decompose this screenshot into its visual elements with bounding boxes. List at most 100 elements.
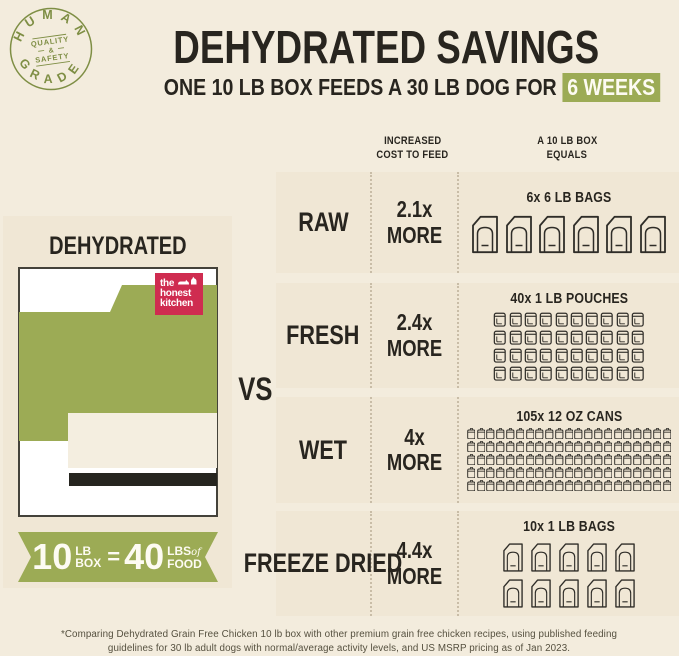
pouch-icon (600, 365, 614, 381)
can-icon (516, 427, 525, 440)
ribbon-banner-icon (18, 532, 218, 582)
can-icon (525, 440, 535, 453)
can-icon (467, 427, 476, 440)
can-icon (486, 427, 495, 440)
can-icon (623, 440, 632, 453)
row-equals-caption: 40x 1 LB POUCHES (510, 290, 628, 307)
pouch-icon (509, 311, 523, 327)
pouch-icon (600, 347, 614, 363)
panel-heading: DEHYDRATED (3, 232, 232, 261)
can-icon (633, 427, 642, 440)
column-header-equals: A 10 LB BOX EQUALS (455, 134, 679, 163)
subtitle-prefix: ONE 10 LB BOX FEEDS A 30 LB DOG FOR (163, 74, 563, 100)
can-icon (555, 479, 564, 492)
column-header-cost-line1: INCREASED (383, 135, 442, 147)
can-icon (555, 453, 564, 466)
bag-icon (604, 214, 634, 255)
can-icon (525, 479, 535, 492)
can-icon (594, 427, 603, 440)
badge-quality-label: QUALITY (30, 34, 69, 48)
pouch-icon (524, 365, 538, 381)
can-icon (633, 479, 642, 492)
badge-safety-label: SAFETY (35, 51, 70, 65)
can-icon (652, 479, 662, 492)
pouch-icon (616, 329, 630, 345)
row-cost: 4x MORE (387, 423, 442, 476)
can-icon (584, 427, 593, 440)
can-icon (506, 479, 515, 492)
can-icon (662, 453, 672, 466)
can-icon (506, 453, 515, 466)
bag-icon (585, 542, 609, 573)
can-icon (476, 466, 486, 479)
can-icon (613, 453, 623, 466)
row-label: FREEZE DRIED (243, 548, 403, 579)
row-cost-value: 4x (404, 423, 425, 450)
can-icon (555, 440, 564, 453)
bag-icon (613, 542, 637, 573)
can-icon (623, 453, 632, 466)
bag-icon (638, 214, 668, 255)
can-icon (476, 427, 486, 440)
can-icon (613, 440, 623, 453)
can-icon (613, 427, 623, 440)
comparison-row-wet: WET 4x MORE 105x 12 OZ CANS (276, 397, 679, 503)
logo-line1: the (160, 278, 175, 289)
row-equals-caption: 105x 12 OZ CANS (515, 408, 622, 425)
pouch-icon (524, 347, 538, 363)
pouch-icon (555, 347, 569, 363)
row-icon-grid (500, 542, 638, 609)
panel-heading-text: DEHYDRATED (48, 232, 187, 260)
can-icon (623, 427, 632, 440)
row-equals-caption: 6x 6 LB BAGS (526, 190, 612, 206)
pouch-icon (493, 365, 507, 381)
pouch-icon (616, 347, 630, 363)
can-icon (564, 466, 574, 479)
can-icon (496, 453, 505, 466)
bag-icon (501, 578, 525, 609)
ribbon-value1: 10 (32, 536, 73, 577)
can-icon (594, 466, 603, 479)
comparison-row-freeze-dried: FREEZE DRIED 4.4x MORE 10x 1 LB BAGS (244, 511, 679, 616)
row-cost: 2.4x MORE (387, 310, 442, 361)
can-icon (476, 440, 486, 453)
can-icon (652, 466, 662, 479)
bag-icon (504, 214, 534, 255)
comparison-row-raw: RAW 2.1x MORE 6x 6 LB BAGS (276, 172, 679, 273)
bag-icon (557, 578, 581, 609)
can-icon (662, 479, 672, 492)
row-label: FRESH (286, 320, 360, 351)
pouch-icon (585, 365, 599, 381)
can-icon (486, 466, 495, 479)
can-icon (564, 453, 574, 466)
can-icon (535, 453, 544, 466)
pouch-icon (585, 347, 599, 363)
can-icon (535, 440, 544, 453)
pouch-icon (631, 311, 645, 327)
pouch-icon (555, 329, 569, 345)
pouch-icon (616, 311, 630, 327)
can-icon (525, 466, 535, 479)
bag-icon (529, 542, 553, 573)
pouch-icon (570, 347, 584, 363)
pouch-icon (493, 347, 507, 363)
can-icon (662, 466, 672, 479)
ribbon-value2: 40 (124, 536, 165, 577)
can-icon (555, 427, 564, 440)
bag-icon (571, 214, 601, 255)
can-icon (584, 453, 593, 466)
can-icon (594, 440, 603, 453)
can-icon (545, 427, 554, 440)
pouch-icon (555, 365, 569, 381)
column-header-equals-line2: EQUALS (546, 149, 588, 162)
pouch-icon (570, 329, 584, 345)
can-icon (604, 427, 613, 440)
pouch-icon (493, 329, 507, 345)
can-icon (564, 427, 574, 440)
pouch-icon (555, 311, 569, 327)
ribbon-unit1-top: LB (75, 544, 92, 558)
can-icon (574, 479, 583, 492)
column-header-equals-line1: A 10 LB BOX (536, 135, 598, 147)
ribbon-of: of (191, 546, 201, 558)
column-header-cost: INCREASED COST TO FEED (370, 134, 455, 163)
